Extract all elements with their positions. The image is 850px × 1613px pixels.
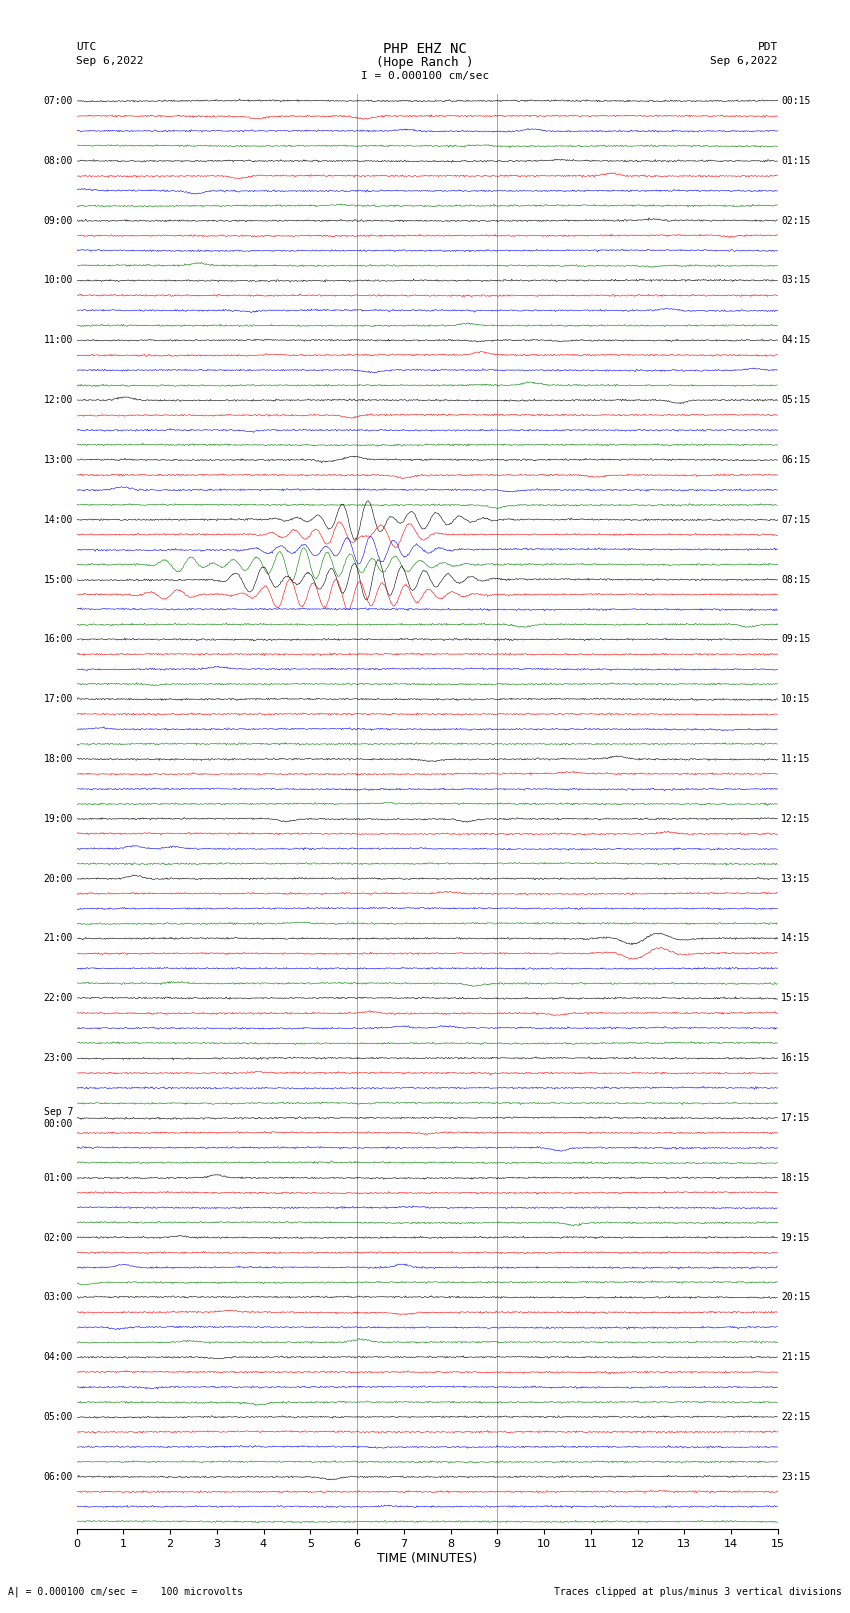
Text: 16:15: 16:15	[781, 1053, 811, 1063]
Text: 08:00: 08:00	[43, 156, 73, 166]
Text: (Hope Ranch ): (Hope Ranch )	[377, 56, 473, 69]
Text: PDT: PDT	[757, 42, 778, 52]
Text: 12:00: 12:00	[43, 395, 73, 405]
Text: 03:00: 03:00	[43, 1292, 73, 1302]
Text: 21:15: 21:15	[781, 1352, 811, 1361]
Text: 20:15: 20:15	[781, 1292, 811, 1302]
Text: 22:00: 22:00	[43, 994, 73, 1003]
Text: 17:00: 17:00	[43, 694, 73, 705]
X-axis label: TIME (MINUTES): TIME (MINUTES)	[377, 1552, 477, 1565]
Text: 11:00: 11:00	[43, 336, 73, 345]
Text: UTC: UTC	[76, 42, 97, 52]
Text: 19:00: 19:00	[43, 815, 73, 824]
Text: 04:15: 04:15	[781, 336, 811, 345]
Text: 23:00: 23:00	[43, 1053, 73, 1063]
Text: 14:15: 14:15	[781, 934, 811, 944]
Text: 01:15: 01:15	[781, 156, 811, 166]
Text: 16:00: 16:00	[43, 634, 73, 644]
Text: 02:15: 02:15	[781, 216, 811, 226]
Text: 13:00: 13:00	[43, 455, 73, 465]
Text: 08:15: 08:15	[781, 574, 811, 584]
Text: 10:00: 10:00	[43, 276, 73, 286]
Text: 00:15: 00:15	[781, 97, 811, 106]
Text: 10:15: 10:15	[781, 694, 811, 705]
Text: 17:15: 17:15	[781, 1113, 811, 1123]
Text: 09:15: 09:15	[781, 634, 811, 644]
Text: 23:15: 23:15	[781, 1471, 811, 1482]
Text: 02:00: 02:00	[43, 1232, 73, 1242]
Text: 06:15: 06:15	[781, 455, 811, 465]
Text: 06:00: 06:00	[43, 1471, 73, 1482]
Text: 22:15: 22:15	[781, 1411, 811, 1423]
Text: 15:15: 15:15	[781, 994, 811, 1003]
Text: 13:15: 13:15	[781, 874, 811, 884]
Text: 12:15: 12:15	[781, 815, 811, 824]
Text: I = 0.000100 cm/sec: I = 0.000100 cm/sec	[361, 71, 489, 81]
Text: Sep 6,2022: Sep 6,2022	[76, 56, 144, 66]
Text: Traces clipped at plus/minus 3 vertical divisions: Traces clipped at plus/minus 3 vertical …	[553, 1587, 842, 1597]
Text: 07:00: 07:00	[43, 97, 73, 106]
Text: 07:15: 07:15	[781, 515, 811, 524]
Text: 04:00: 04:00	[43, 1352, 73, 1361]
Text: 21:00: 21:00	[43, 934, 73, 944]
Text: PHP EHZ NC: PHP EHZ NC	[383, 42, 467, 56]
Text: 09:00: 09:00	[43, 216, 73, 226]
Text: 18:15: 18:15	[781, 1173, 811, 1182]
Text: 20:00: 20:00	[43, 874, 73, 884]
Text: 18:00: 18:00	[43, 753, 73, 765]
Text: 03:15: 03:15	[781, 276, 811, 286]
Text: A| = 0.000100 cm/sec =    100 microvolts: A| = 0.000100 cm/sec = 100 microvolts	[8, 1586, 243, 1597]
Text: 05:15: 05:15	[781, 395, 811, 405]
Text: 11:15: 11:15	[781, 753, 811, 765]
Text: 05:00: 05:00	[43, 1411, 73, 1423]
Text: 19:15: 19:15	[781, 1232, 811, 1242]
Text: Sep 7
00:00: Sep 7 00:00	[43, 1107, 73, 1129]
Text: Sep 6,2022: Sep 6,2022	[711, 56, 778, 66]
Text: 14:00: 14:00	[43, 515, 73, 524]
Text: 01:00: 01:00	[43, 1173, 73, 1182]
Text: 15:00: 15:00	[43, 574, 73, 584]
